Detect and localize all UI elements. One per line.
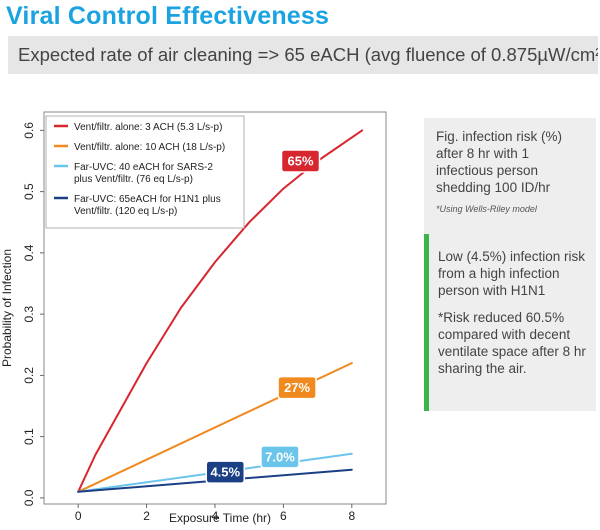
data-label-text: 65%: [287, 153, 313, 168]
data-label-text: 27%: [284, 380, 310, 395]
findings-box: Low (4.5%) infection risk from a high in…: [424, 230, 596, 411]
accent-bar: [424, 234, 429, 411]
legend-item-4: Far-UVC: 65eACH for H1N1 plusVent/filtr.…: [54, 194, 221, 217]
legend-label: plus Vent/filtr. (76 eq L/s-p): [74, 174, 193, 185]
y-tick-label: 0.5: [22, 183, 36, 200]
infection-probability-chart: 0 2 4 6 8 0.0 0.1 0.2 0.3 0.4 0.5 0.6 65% 27% 7.0% 4.5…: [0, 111, 387, 525]
y-tick-label: 0.2: [22, 367, 36, 384]
data-label-3: 7.0%: [260, 445, 300, 469]
fluence-banner: Expected rate of air cleaning => 65 eACH…: [8, 36, 598, 74]
page-title: Viral Control Effectiveness: [6, 2, 330, 30]
data-label-4: 4.5%: [205, 460, 246, 484]
y-tick-label: 0.4: [22, 244, 36, 261]
data-label-badge: [205, 460, 246, 484]
legend-label: Far-UVC: 65eACH for H1N1 plus: [74, 194, 221, 205]
y-tick-label: 0.6: [22, 122, 36, 139]
legend-item-2: Vent/filtr. alone: 10 ACH (18 L/s-p): [54, 142, 225, 153]
y-tick-label: 0.1: [22, 428, 36, 445]
figure-caption: Fig. infection risk (%) after 8 hr with …: [424, 118, 596, 230]
data-label-badge: [277, 375, 317, 400]
data-label-badge: [280, 149, 321, 173]
x-tick-label: 2: [143, 509, 150, 523]
legend-label: Vent/filtr. alone: 10 ACH (18 L/s-p): [74, 142, 225, 153]
risk-note: *Risk reduced 60.5% compared with decent…: [438, 310, 586, 376]
model-note: *Using Wells-Riley model: [436, 204, 537, 214]
legend-label: Far-UVC: 40 eACH for SARS-2: [74, 162, 213, 173]
series-line-1: [77, 129, 364, 493]
legend-label: Vent/filtr. (120 eq L/s-p): [74, 206, 177, 217]
figure-description: Fig. infection risk (%) after 8 hr with …: [436, 129, 563, 195]
x-tick-label: 6: [280, 509, 287, 523]
data-label-text: 7.0%: [265, 449, 295, 464]
x-tick-label: 8: [348, 509, 355, 523]
data-label-2: 27%: [277, 375, 317, 400]
legend-box: [45, 115, 245, 229]
y-tick-label: 0.3: [22, 305, 36, 322]
legend-item-1: Vent/filtr. alone: 3 ACH (5.3 L/s-p): [54, 122, 222, 133]
x-tick-label: 4: [212, 509, 219, 523]
x-axis-label: Exposure Time (hr): [169, 511, 271, 525]
y-tick-label: 0.0: [22, 489, 36, 506]
y-axis-label: Probability of Infection: [0, 249, 14, 367]
info-panel: Fig. infection risk (%) after 8 hr with …: [424, 118, 596, 411]
legend-label: Vent/filtr. alone: 3 ACH (5.3 L/s-p): [74, 122, 222, 133]
data-label-1: 65%: [280, 149, 321, 173]
data-label-badge: [260, 445, 300, 469]
finding-text: Low (4.5%) infection risk from a high in…: [438, 249, 586, 298]
x-tick-label: 0: [75, 509, 82, 523]
data-label-text: 4.5%: [210, 465, 240, 480]
